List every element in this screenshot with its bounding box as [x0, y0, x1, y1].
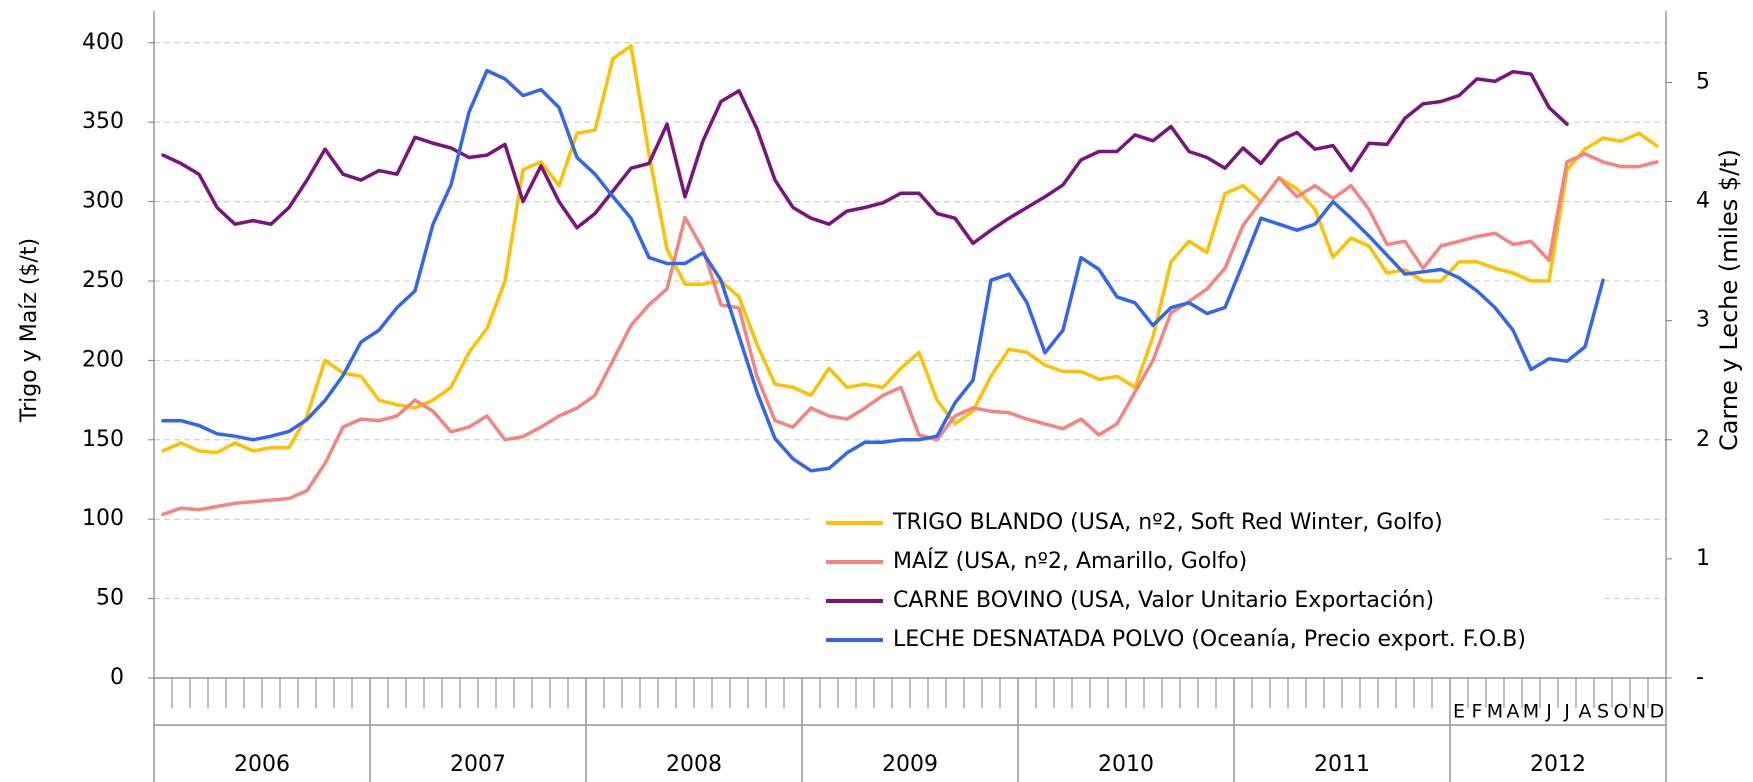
series-line: [161, 69, 1569, 246]
x-tick-label: M: [1523, 701, 1539, 723]
x-tick-label: J: [1563, 701, 1570, 723]
y-tick-label: 350: [82, 109, 124, 134]
x-tick-label: F: [1472, 701, 1483, 723]
series-line: [161, 68, 1605, 473]
y2-tick-label: 4: [1696, 189, 1710, 214]
y-tick-label: 300: [82, 189, 124, 214]
y-tick-label: 400: [82, 30, 124, 55]
y-tick-label: 0: [110, 665, 124, 690]
y2-tick-label: -: [1696, 665, 1704, 690]
legend-label: CARNE BOVINO (USA, Valor Unitario Export…: [893, 588, 1434, 613]
y2-tick-label: 5: [1696, 69, 1710, 94]
y-tick-label: 150: [82, 427, 124, 452]
x-tick-label: N: [1632, 701, 1646, 723]
y2-tick-label: 2: [1696, 427, 1710, 452]
y2-axis-title: Carne y Leche (miles $/t): [1715, 149, 1743, 451]
year-label: 2006: [234, 752, 290, 777]
year-label: 2011: [1314, 752, 1370, 777]
series-line: [161, 44, 1659, 455]
y2-tick-label: 1: [1696, 546, 1710, 571]
y-axis-title: Trigo y Maíz ($/t): [17, 238, 42, 423]
year-label: 2009: [882, 752, 938, 777]
legend-label: TRIGO BLANDO (USA, nº2, Soft Red Winter,…: [892, 510, 1443, 535]
y-tick-label: 200: [82, 347, 124, 372]
year-label: 2008: [666, 752, 722, 777]
year-label: 2012: [1530, 752, 1586, 777]
year-label: 2007: [450, 752, 506, 777]
x-tick-label: S: [1597, 701, 1609, 723]
series-line: [161, 152, 1659, 517]
year-label: 2010: [1098, 752, 1154, 777]
x-tick-label: A: [1507, 701, 1520, 723]
x-tick-label: O: [1614, 701, 1629, 723]
y2-tick-label: 3: [1696, 308, 1710, 333]
x-tick-label: E: [1453, 701, 1465, 723]
x-tick-label: J: [1545, 701, 1552, 723]
y-tick-label: 250: [82, 268, 124, 293]
legend-label: LECHE DESNATADA POLVO (Oceanía, Precio e…: [893, 627, 1526, 652]
x-tick-label: D: [1650, 701, 1665, 723]
legend-box: [810, 500, 1600, 660]
y-tick-label: 100: [82, 506, 124, 531]
y-tick-label: 50: [96, 586, 124, 611]
x-tick-label: M: [1487, 701, 1503, 723]
legend-label: MAÍZ (USA, nº2, Amarillo, Golfo): [893, 548, 1247, 574]
x-tick-label: A: [1579, 701, 1592, 723]
